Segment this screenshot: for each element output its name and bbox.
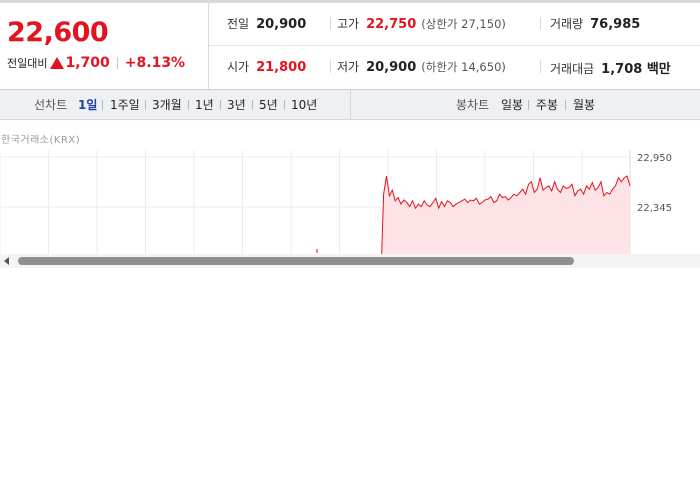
stat-prev-close: 전일 20,900 (227, 15, 306, 32)
stat-label: 고가 (337, 17, 360, 31)
stat-value: 76,985 (590, 17, 641, 32)
triangle-up-icon (50, 57, 65, 69)
top-border (0, 0, 700, 3)
candle-chart-label: 봉차트 (456, 98, 490, 112)
tab-period-5y[interactable]: 5년 (259, 98, 278, 112)
chart-source: 한국거래소(KRX) (1, 135, 81, 146)
price-area-fill (372, 176, 630, 255)
line-chart-label: 선차트 (34, 98, 68, 112)
tab-candle-daily[interactable]: 일봉 (501, 98, 524, 112)
y-tick-label: 22,345 (637, 203, 672, 214)
divider (252, 100, 253, 110)
stat-label: 전일 (227, 17, 250, 31)
tab-period-1d[interactable]: 1일 (78, 98, 98, 112)
divider (188, 100, 189, 110)
stat-label: 저가 (337, 60, 360, 74)
stat-low: 저가 20,900 (하한가 14,650) (337, 58, 506, 75)
tab-period-1w[interactable]: 1주일 (110, 98, 140, 112)
stat-label: 거래대금 (550, 62, 595, 76)
chart-scrollbar[interactable] (0, 254, 700, 268)
stat-lower-limit: (하한가 14,650) (421, 60, 506, 74)
divider (565, 100, 566, 110)
tab-candle-monthly[interactable]: 월봉 (573, 98, 596, 112)
stat-value: 20,900 (366, 60, 417, 75)
divider (540, 17, 541, 30)
divider (284, 100, 285, 110)
stat-label: 시가 (227, 60, 250, 74)
tab-candle-weekly[interactable]: 주봉 (536, 98, 559, 112)
stats-panel: 전일 20,900 고가 22,750 (상한가 27,150) 거래량 76,… (209, 3, 700, 89)
divider (116, 57, 118, 69)
divider (102, 100, 103, 110)
tab-period-10y[interactable]: 10년 (291, 98, 318, 112)
current-price: 22,600 (7, 17, 109, 48)
price-box: 22,600 전일대비 1,700 +8.13% (0, 3, 209, 89)
line-chart-tabs: 선차트 1일 1주일 3개월 1년 3년 5년 10년 (0, 90, 351, 119)
divider (330, 17, 331, 30)
arrow-left-icon[interactable] (4, 257, 9, 265)
y-tick-label: 22,950 (637, 153, 672, 164)
stat-amount: 거래대금 1,708 백만 (550, 58, 671, 77)
divider (330, 60, 331, 73)
change-label: 전일대비 (7, 57, 48, 70)
stat-value: 21,800 (256, 60, 307, 75)
change-value: 1,700 (65, 55, 110, 71)
scrollbar-thumb[interactable] (18, 257, 574, 265)
price-line (381, 175, 631, 255)
stat-value: 22,750 (366, 17, 417, 32)
stat-value: 1,708 백만 (601, 62, 671, 77)
quote-header: 22,600 전일대비 1,700 +8.13% 전일 20,900 고가 22… (0, 0, 700, 90)
stat-open: 시가 21,800 (227, 58, 306, 75)
stat-volume: 거래량 76,985 (550, 15, 640, 32)
change-percent: +8.13% (124, 55, 186, 71)
divider (540, 60, 541, 73)
tab-period-3y[interactable]: 3년 (227, 98, 246, 112)
tab-period-1y[interactable]: 1년 (195, 98, 214, 112)
divider (220, 100, 221, 110)
tab-period-3m[interactable]: 3개월 (152, 98, 182, 112)
chart-toolbar: 선차트 1일 1주일 3개월 1년 3년 5년 10년 봉차트 일봉 주봉 월봉 (0, 90, 700, 120)
divider (528, 100, 529, 110)
stat-value: 20,900 (256, 17, 307, 32)
divider (145, 100, 146, 110)
stat-upper-limit: (상한가 27,150) (421, 17, 506, 31)
change-row: 전일대비 1,700 +8.13% (7, 55, 185, 71)
stat-high: 고가 22,750 (상한가 27,150) (337, 15, 506, 32)
stats-row-1: 전일 20,900 고가 22,750 (상한가 27,150) 거래량 76,… (209, 3, 700, 46)
stat-label: 거래량 (550, 17, 584, 31)
